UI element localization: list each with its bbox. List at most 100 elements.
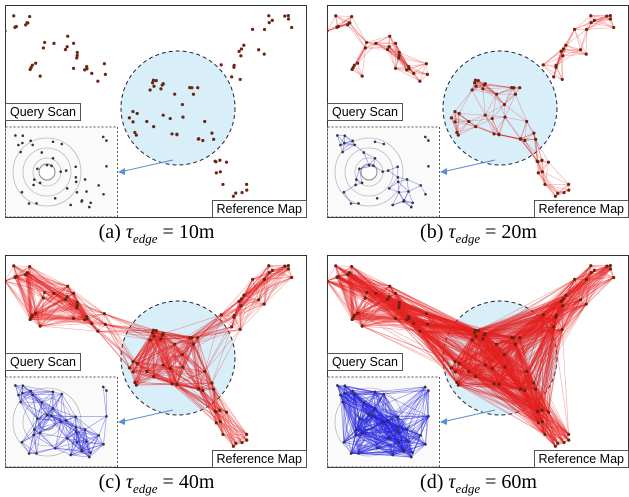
node [537, 421, 540, 424]
node [239, 304, 242, 307]
node [497, 133, 500, 136]
node [220, 313, 223, 316]
query-node [406, 178, 409, 181]
node [356, 62, 359, 65]
node [407, 65, 410, 68]
node [162, 332, 165, 335]
node [15, 275, 18, 278]
node [453, 110, 456, 113]
node [426, 323, 429, 326]
query-node [85, 440, 88, 443]
node [585, 53, 588, 56]
node [552, 75, 555, 78]
node [412, 72, 415, 75]
query-node [341, 151, 344, 154]
node [219, 170, 222, 173]
node [532, 132, 535, 135]
caption-symbol: τ [126, 471, 133, 493]
node [267, 14, 270, 17]
node [525, 120, 528, 123]
query-node [17, 394, 20, 397]
query-node [84, 178, 87, 181]
query-node [46, 414, 49, 417]
node [397, 306, 400, 309]
node [573, 28, 576, 31]
query-node [29, 139, 32, 142]
query-node [105, 415, 108, 418]
query-node [75, 426, 78, 429]
node [334, 14, 337, 17]
node [388, 295, 391, 298]
query-node [424, 193, 427, 196]
node [425, 62, 428, 65]
node [232, 66, 235, 69]
panel: Query ScanReference Map [327, 255, 629, 468]
node [560, 50, 563, 53]
node [412, 322, 415, 325]
query-node [357, 202, 360, 205]
node [201, 139, 204, 142]
node [562, 441, 565, 444]
node [197, 137, 200, 140]
node [214, 410, 217, 413]
node [356, 312, 359, 315]
node [240, 47, 243, 50]
caption: (a) τedge = 10m [0, 221, 313, 247]
node [232, 445, 235, 448]
node [225, 411, 228, 414]
query-node [52, 140, 55, 143]
query-node [374, 157, 377, 160]
query-node [52, 157, 55, 160]
node [169, 117, 172, 120]
query-node [89, 201, 92, 204]
node [24, 23, 27, 26]
node [39, 325, 42, 328]
node [263, 303, 266, 306]
node [418, 330, 421, 333]
node [12, 14, 15, 17]
node [76, 51, 79, 54]
query-node [84, 428, 87, 431]
query-node [32, 184, 35, 187]
caption-label: (a) [99, 221, 121, 243]
query-node [97, 434, 100, 437]
query-node [381, 170, 384, 173]
node [225, 161, 228, 164]
node [131, 370, 134, 373]
node [90, 322, 93, 325]
node [386, 298, 389, 301]
query-node [374, 140, 377, 143]
query-node [39, 182, 42, 185]
node [590, 271, 593, 274]
reference-label: Reference Map [212, 450, 307, 468]
query-node [59, 170, 62, 173]
node [263, 53, 266, 56]
caption-subscript: edge [133, 481, 158, 496]
query-node [32, 434, 35, 437]
node [290, 276, 293, 279]
caption: (c) τedge = 40m [0, 471, 313, 497]
query-node [361, 182, 364, 185]
query-node [69, 454, 72, 457]
node [170, 382, 173, 385]
query-node [85, 190, 88, 193]
query-node [403, 199, 406, 202]
query-node [52, 407, 55, 410]
node [251, 28, 254, 31]
query-node [105, 139, 108, 142]
node [175, 383, 178, 386]
node [351, 68, 354, 71]
node [215, 421, 218, 424]
query-node [39, 432, 42, 435]
node [52, 42, 55, 45]
node [135, 133, 138, 136]
node [554, 66, 557, 69]
query-inset [6, 377, 118, 467]
node [214, 160, 217, 163]
node [83, 318, 86, 321]
node [337, 25, 340, 28]
query-node [65, 419, 68, 422]
node [562, 297, 565, 300]
query-node [397, 176, 400, 179]
node [221, 183, 224, 186]
